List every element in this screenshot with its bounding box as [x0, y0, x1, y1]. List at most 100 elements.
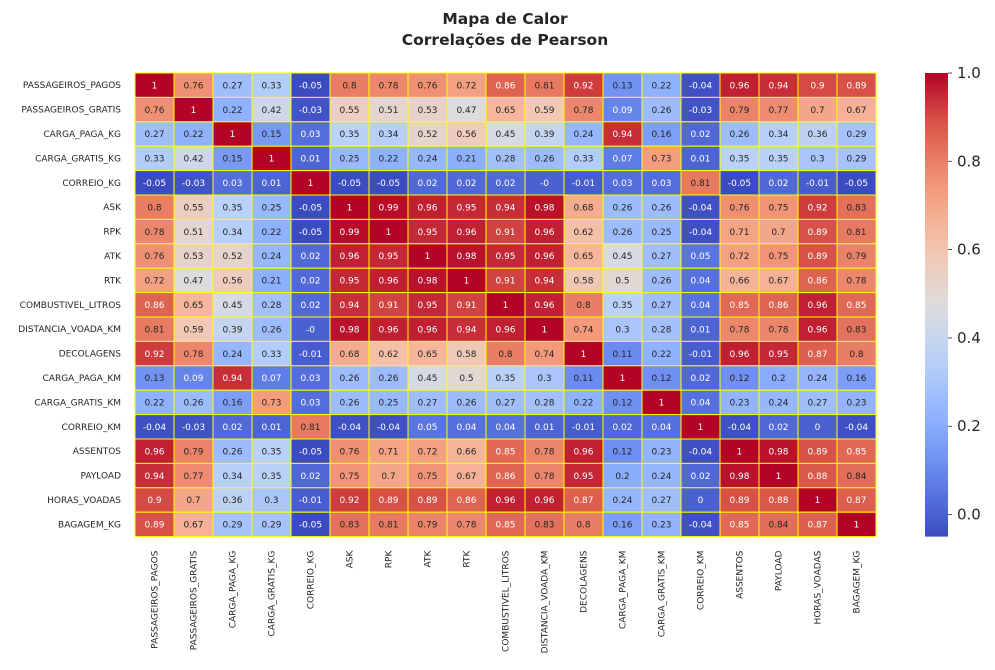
cell-value-label: 0.71: [378, 447, 398, 457]
heatmap-cell: [797, 316, 838, 342]
heatmap-cell: [329, 511, 370, 538]
cell-value-label: -0.01: [299, 350, 322, 360]
cell-value-label: 0.26: [651, 106, 671, 116]
heatmap-cell: [602, 340, 643, 367]
cell-value-label: 0.72: [729, 252, 749, 262]
heatmap-cell: [251, 145, 292, 172]
heatmap-cell: [836, 487, 877, 513]
cell-value-label: 0.56: [222, 277, 242, 287]
cell-value-label: 0.94: [456, 325, 476, 335]
cell-value-label: 0.04: [690, 301, 710, 311]
cell-value-label: 0.03: [222, 179, 242, 189]
heatmap-cell: [563, 316, 604, 342]
cell-value-label: 0.95: [456, 203, 476, 213]
cell-value-label: 0.02: [768, 423, 788, 433]
cell-value-label: 1: [269, 155, 275, 165]
heatmap-cell: [797, 218, 838, 245]
column-tick-label: RTK: [463, 550, 473, 568]
cell-value-label: 0.01: [690, 155, 710, 165]
cell-value-label: 0.98: [417, 277, 437, 287]
heatmap-cell: [758, 121, 799, 147]
cell-value-label: 0.11: [612, 350, 632, 360]
cell-value-label: 0.2: [771, 374, 785, 384]
cell-value-label: 0.26: [183, 399, 203, 409]
heatmap-cell: [680, 170, 721, 196]
cell-value-label: -0.04: [689, 447, 713, 457]
cell-value-label: 0.81: [846, 228, 866, 238]
cell-value-label: 1: [815, 496, 821, 506]
cell-value-label: -0.05: [845, 179, 868, 189]
cell-value-label: 0.78: [378, 81, 398, 91]
heatmap-cell: [173, 96, 214, 123]
heatmap-cell: [797, 462, 838, 489]
cell-value-label: 0.23: [846, 399, 866, 409]
cell-value-label: 0.89: [807, 252, 827, 262]
heatmap-cell: [758, 487, 799, 513]
cell-value-label: -0: [306, 325, 315, 335]
cell-value-label: -0.03: [182, 179, 205, 189]
cell-value-label: 0.67: [456, 472, 476, 482]
cell-value-label: 0.59: [183, 325, 203, 335]
heatmap-cell: [602, 121, 643, 147]
heatmap-cell: [563, 487, 604, 513]
cell-value-label: 0.92: [144, 350, 164, 360]
cell-value-label: 0.04: [690, 277, 710, 287]
cell-value-label: 0.58: [456, 350, 476, 360]
heatmap-cell: [797, 389, 838, 416]
column-tick-label: DECOLAGENS: [580, 550, 590, 613]
cell-value-label: -0.05: [377, 179, 400, 189]
cell-value-label: 0.96: [807, 301, 827, 311]
cell-value-label: 0.96: [729, 350, 749, 360]
heatmap-cell: [836, 145, 877, 172]
cell-value-label: 0.98: [456, 252, 476, 262]
cell-value-label: 0.77: [183, 472, 203, 482]
cell-value-label: 0.02: [300, 252, 320, 262]
cell-value-label: 0.84: [768, 521, 788, 531]
heatmap-cell: [134, 511, 175, 538]
heatmap-cell: [602, 438, 643, 464]
row-tick-label: RTK: [104, 276, 122, 286]
cell-value-label: 0.78: [534, 447, 554, 457]
cell-value-label: 0.55: [183, 203, 203, 213]
heatmap-cell: [719, 414, 760, 440]
cell-value-label: 0.91: [495, 277, 515, 287]
cell-value-label: 0.33: [261, 81, 281, 91]
cell-value-label: 0.09: [183, 374, 203, 384]
cell-value-label: 0.07: [612, 155, 632, 165]
cell-value-label: 0.51: [183, 228, 203, 238]
cell-value-label: 0.34: [378, 130, 398, 140]
cell-value-label: 0.39: [534, 130, 554, 140]
column-tick-label: PAYLOAD: [775, 551, 785, 592]
cell-value-label: -0.05: [338, 179, 361, 189]
cell-value-label: 0.95: [339, 277, 359, 287]
heatmap-cell: [134, 365, 175, 391]
cell-value-label: 0.96: [417, 203, 437, 213]
heatmap-cell: [524, 365, 565, 391]
heatmap-cell: [407, 72, 448, 98]
cell-value-label: 0.85: [495, 447, 515, 457]
cell-value-label: 0.98: [729, 472, 749, 482]
cell-value-label: 0.74: [573, 325, 593, 335]
cell-value-label: 0.55: [339, 106, 359, 116]
heatmap-cell: [212, 389, 253, 416]
heatmap-cell: [602, 389, 643, 416]
colorbar-tick-label: 0.8: [957, 152, 981, 170]
heatmap-cell: [446, 365, 487, 391]
cell-value-label: 0.33: [573, 155, 593, 165]
heatmap-cell: [563, 340, 604, 367]
cell-value-label: 0.76: [144, 252, 164, 262]
heatmap-cell: [485, 72, 526, 98]
cell-value-label: -0.04: [143, 423, 167, 433]
heatmap-cells: 1 0.76 0.27 0.33 -0.05 0.8 0.78 0.76 0.72 0.86 0.8…: [134, 72, 877, 538]
colorbar-tick-label: 0.2: [957, 417, 981, 435]
heatmap-cell: [797, 292, 838, 318]
heatmap-cell: [563, 96, 604, 123]
cell-value-label: 0.59: [534, 106, 554, 116]
heatmap-cell: [836, 316, 877, 342]
heatmap-cell: [719, 243, 760, 269]
heatmap-cell: [524, 121, 565, 147]
heatmap-cell: [212, 96, 253, 123]
cell-value-label: 0.78: [534, 472, 554, 482]
heatmap-cell: [329, 72, 370, 98]
row-tick-label: COMBUSTIVEL_LITROS: [20, 301, 122, 311]
